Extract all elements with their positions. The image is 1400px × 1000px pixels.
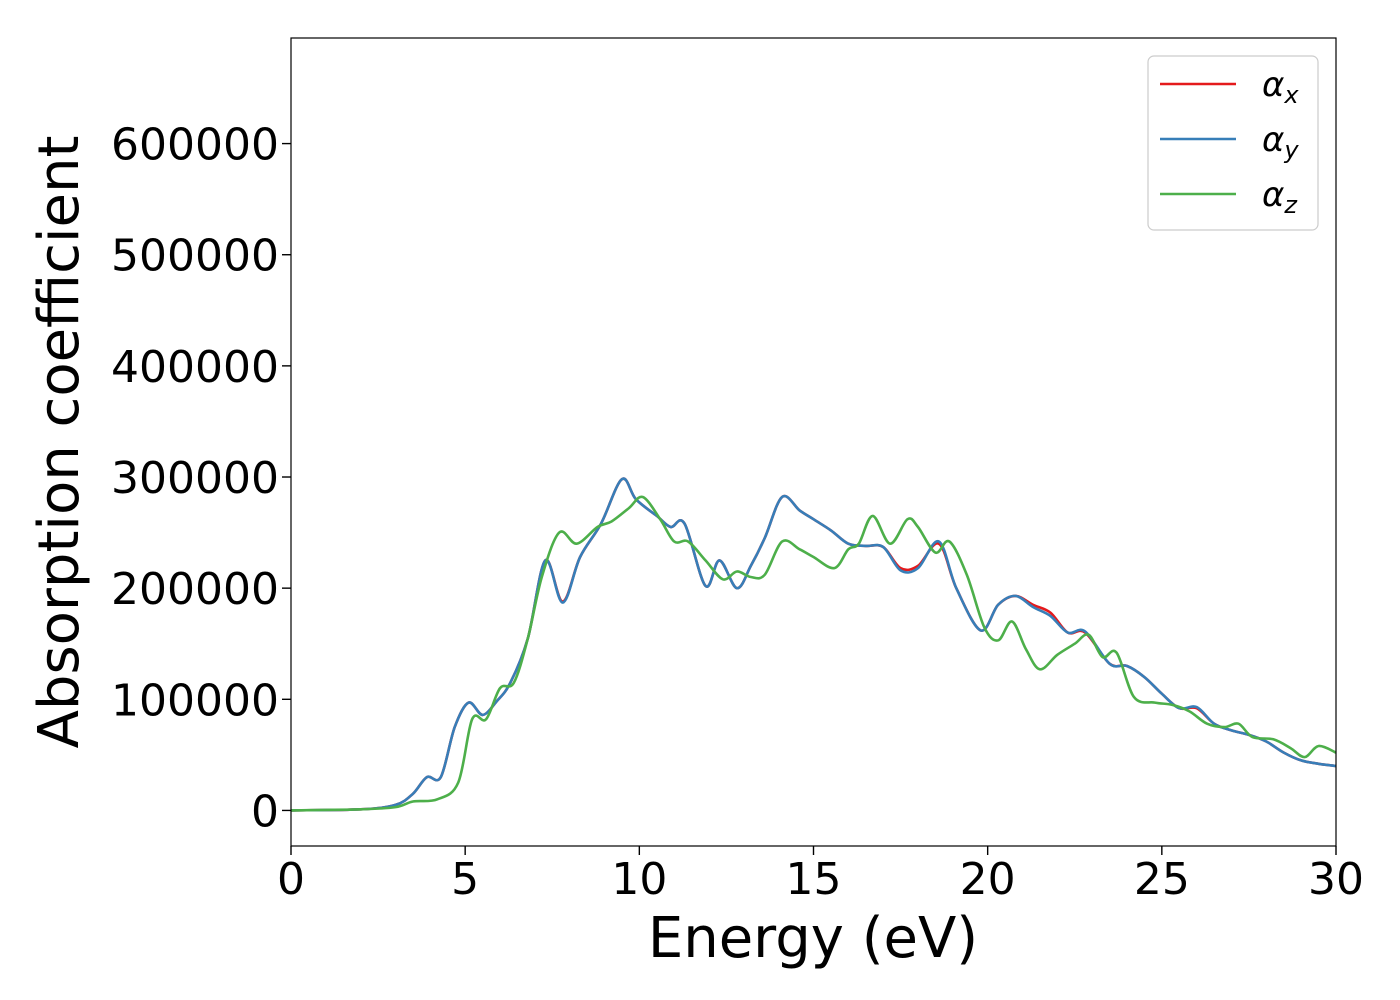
legend-label-y: αy [1262, 120, 1299, 164]
x-axis-label: Energy (eV) [648, 906, 978, 971]
x-tick-label: 5 [451, 854, 479, 905]
y-tick-label: 0 [251, 786, 279, 837]
legend-label-z: αz [1262, 175, 1298, 219]
y-tick-label: 600000 [111, 120, 279, 171]
legend-subscript: x [1283, 81, 1299, 109]
legend-symbol: α [1262, 65, 1284, 105]
x-tick-label: 25 [1134, 854, 1190, 905]
x-tick-label: 15 [786, 854, 842, 905]
y-tick-label: 400000 [111, 342, 279, 393]
x-tick-label: 20 [960, 854, 1016, 905]
y-tick-label: 200000 [111, 564, 279, 615]
y-tick-label: 500000 [111, 231, 279, 282]
legend-subscript: z [1283, 191, 1298, 219]
series-line-y [291, 477, 1336, 812]
legend-label-x: αx [1262, 65, 1299, 109]
series-line-z [291, 495, 1336, 812]
x-tick-label: 0 [277, 854, 305, 905]
y-tick-label: 300000 [111, 453, 279, 504]
series-lines [291, 477, 1336, 812]
x-axis: 0 5 10 15 20 25 30 [277, 846, 1364, 905]
legend-symbol: α [1262, 120, 1284, 160]
x-tick-label: 10 [611, 854, 667, 905]
legend-symbol: α [1262, 175, 1284, 215]
y-axis-label: Absorption coefficient [27, 136, 92, 749]
x-tick-label: 30 [1308, 854, 1364, 905]
y-axis: 0 100000 200000 300000 400000 500000 600000 [111, 120, 291, 837]
legend-subscript: y [1283, 136, 1299, 164]
legend-box [1147, 55, 1319, 231]
y-tick-label: 100000 [111, 675, 279, 726]
